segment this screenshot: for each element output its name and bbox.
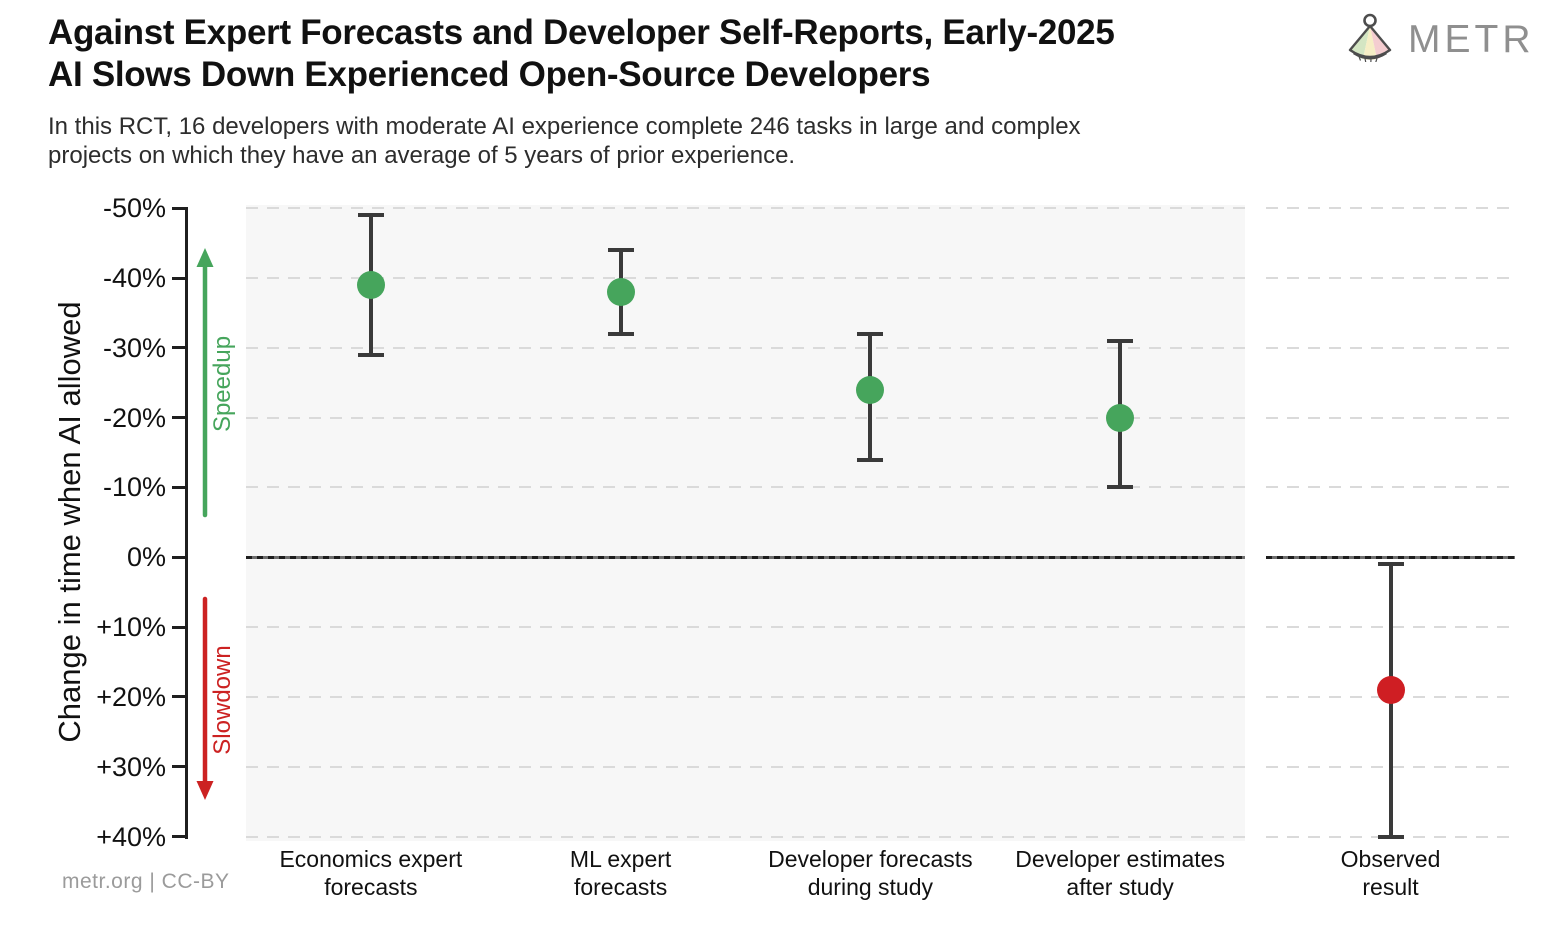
- metr-logo-wordmark: METR: [1408, 17, 1535, 61]
- attribution-text: metr.org | CC-BY: [62, 870, 230, 893]
- gridline: [246, 207, 1245, 210]
- gridline: [246, 486, 1245, 489]
- y-axis-tick-label: 0%: [126, 542, 166, 573]
- y-axis-tick-label: +20%: [96, 681, 166, 712]
- error-bar-cap-top: [1377, 562, 1404, 567]
- gridline: [1266, 277, 1515, 280]
- error-bar-cap-top: [857, 331, 884, 336]
- zero-baseline: [1266, 555, 1515, 559]
- x-category-label-line2: during study: [807, 874, 934, 900]
- slowdown-label: Slowdown: [209, 645, 236, 755]
- data-point-dot: [856, 375, 885, 404]
- y-axis-tick-label: -50%: [102, 193, 166, 224]
- gridline: [246, 346, 1245, 349]
- error-bar-cap-top: [607, 248, 634, 253]
- error-bar-cap-top: [1107, 338, 1134, 343]
- data-point-dot: [356, 271, 385, 300]
- chart-subtitle: In this RCT, 16 developers with moderate…: [48, 112, 1081, 170]
- data-point-dot: [606, 278, 635, 307]
- error-bar-cap-bottom: [607, 331, 634, 336]
- x-category-label-line2: result: [1362, 874, 1419, 900]
- data-point-dot: [1106, 403, 1135, 432]
- zero-baseline: [246, 555, 1245, 559]
- x-category-label: Economics expert forecasts: [221, 845, 521, 901]
- error-bar-cap-bottom: [1107, 485, 1134, 490]
- y-axis-tick: [172, 555, 186, 559]
- error-bar-cap-top: [357, 213, 384, 218]
- data-point-dot: [1376, 675, 1405, 704]
- speedup-label: Speedup: [209, 335, 236, 433]
- gridline: [1266, 346, 1515, 349]
- gridline: [246, 416, 1245, 419]
- y-axis-tick: [172, 835, 186, 839]
- metr-logo-icon: [1344, 12, 1396, 67]
- y-axis-tick-label: +30%: [96, 751, 166, 782]
- x-category-label-line1: ML expert: [569, 846, 672, 872]
- gridline: [246, 695, 1245, 698]
- x-category-label-line1: Economics expert: [279, 846, 463, 872]
- x-category-label: Developer estimates after study: [970, 845, 1270, 901]
- y-axis-tick-label: -40%: [102, 263, 166, 294]
- error-bar-cap-bottom: [357, 352, 384, 357]
- error-bar-cap-bottom: [857, 457, 884, 462]
- x-category-label: Observed result: [1241, 845, 1541, 901]
- y-axis-tick-label: +40%: [96, 821, 166, 852]
- x-category-label: ML expert forecasts: [471, 845, 771, 901]
- gridline: [246, 277, 1245, 280]
- y-axis-tick-label: -20%: [102, 402, 166, 433]
- x-category-label-line2: forecasts: [573, 874, 668, 900]
- gridline: [246, 765, 1245, 768]
- x-category-label-line1: Developer forecasts: [768, 846, 973, 872]
- metr-logo: METR: [1344, 12, 1535, 67]
- error-bar-cap-bottom: [1377, 834, 1404, 839]
- y-axis-line: [185, 207, 188, 839]
- gridline: [246, 835, 1245, 838]
- y-axis-tick: [172, 276, 186, 280]
- y-axis-tick: [172, 625, 186, 629]
- gridline: [1266, 416, 1515, 419]
- subtitle-line-1: In this RCT, 16 developers with moderate…: [48, 113, 1081, 140]
- y-axis-tick: [172, 206, 186, 210]
- plot-panel-forecasts: [246, 205, 1245, 841]
- y-axis-tick: [172, 765, 186, 769]
- gridline: [1266, 486, 1515, 489]
- x-category-label-line2: after study: [1066, 874, 1174, 900]
- title-line-1: Against Expert Forecasts and Developer S…: [48, 13, 1115, 52]
- x-category-label: Developer forecasts during study: [720, 845, 1020, 901]
- x-category-label-line1: Observed: [1340, 846, 1441, 872]
- gridline: [1266, 207, 1515, 210]
- y-axis-title: Change in time when AI allowed: [52, 301, 87, 743]
- subtitle-line-2: projects on which they have an average o…: [48, 142, 796, 169]
- y-axis-tick-label: +10%: [96, 612, 166, 643]
- x-category-label-line2: forecasts: [324, 874, 418, 900]
- y-axis-tick-label: -10%: [102, 472, 166, 503]
- y-axis-tick-label: -30%: [102, 332, 166, 363]
- y-axis-tick: [172, 416, 186, 420]
- y-axis-tick: [172, 346, 186, 350]
- x-category-label-line1: Developer estimates: [1015, 846, 1225, 872]
- gridline: [246, 626, 1245, 629]
- y-axis-tick: [172, 695, 186, 699]
- title-line-2: AI Slows Down Experienced Open-Source De…: [48, 55, 931, 94]
- y-axis-tick: [172, 485, 186, 489]
- page-title: Against Expert Forecasts and Developer S…: [48, 12, 1115, 96]
